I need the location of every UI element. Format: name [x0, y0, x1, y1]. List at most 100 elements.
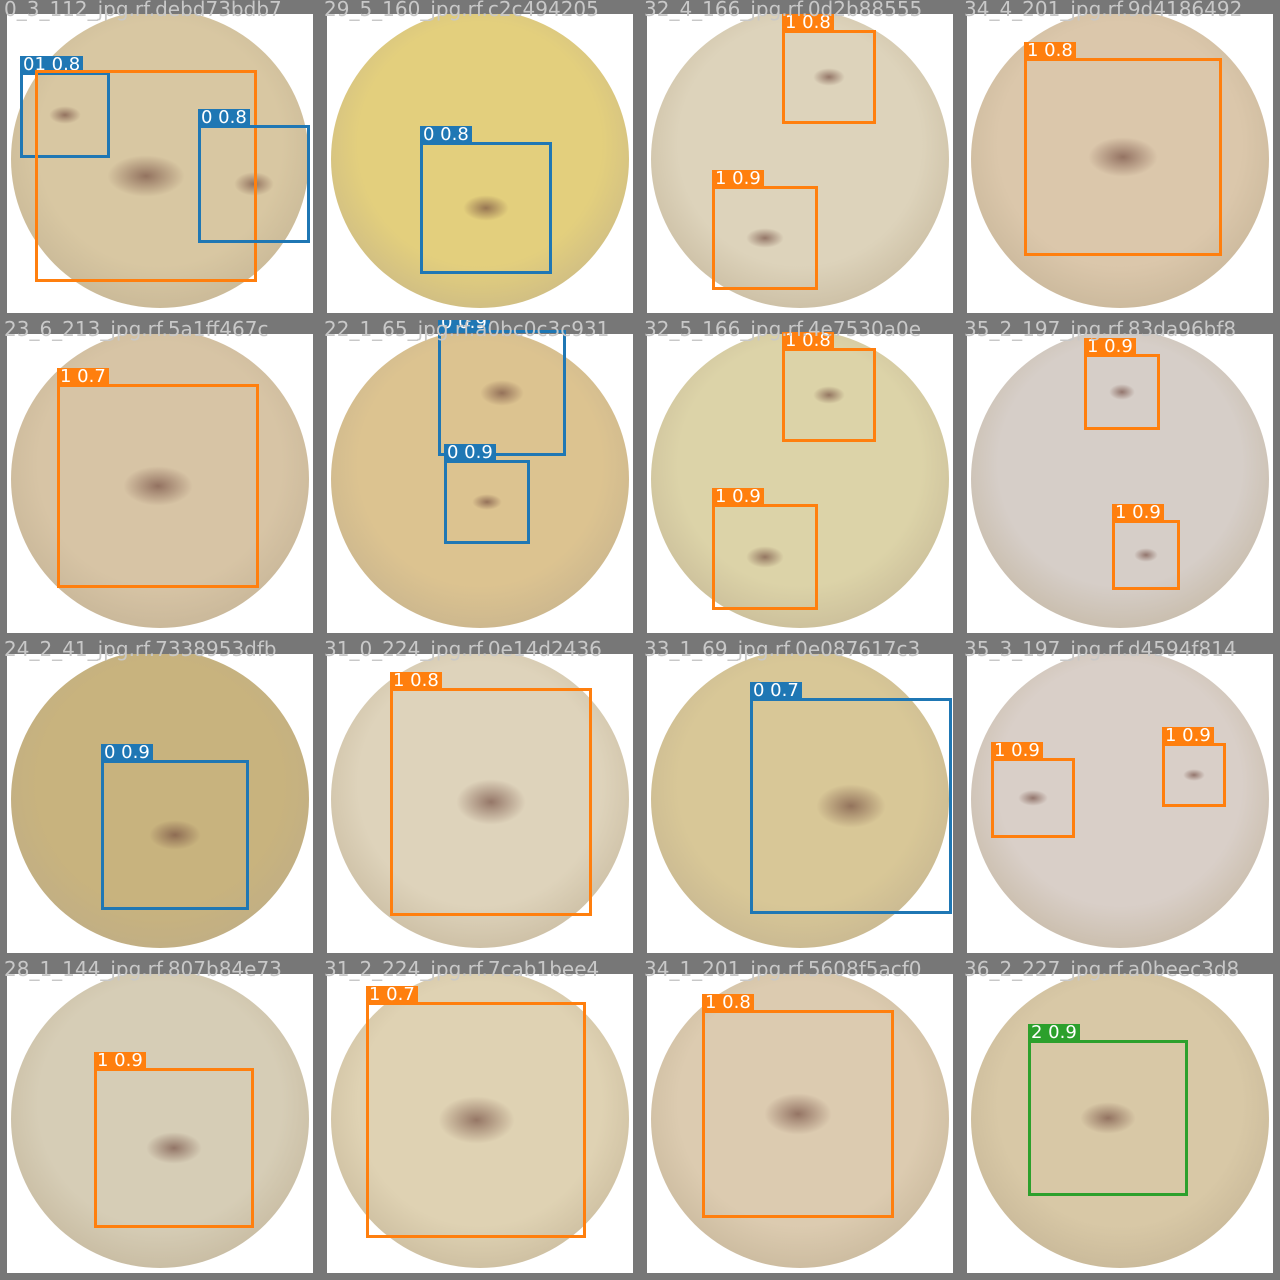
file-name-label: 29_5_160_jpg.rf.c2c494205 [324, 0, 599, 21]
detection-box-class-0[interactable]: 0 0.8 [420, 126, 552, 274]
image-frame [967, 974, 1273, 1273]
file-name-label: 33_1_69_jpg.rf.0e087617c3 [644, 640, 921, 661]
lesion-mark [462, 194, 510, 222]
file-name-label: 24_2_41_jpg.rf.7338953dfb [4, 640, 277, 661]
image-tile: 1 0.9 1 0.9 35_3_197_jpg.rf.d4594f814 [960, 640, 1280, 960]
detection-label: 1 0.9 [991, 742, 1043, 760]
detection-box-class-0[interactable]: 01 0.8 [20, 56, 110, 158]
image-tile: 0 0.7 33_1_69_jpg.rf.0e087617c3 [640, 640, 960, 960]
file-name-label: 36_2_227_jpg.rf.a0beec3d8 [964, 960, 1240, 981]
image-tile: 0 0.8 29_5_160_jpg.rf.c2c494205 [320, 0, 640, 320]
detection-box-class-0[interactable]: 0 0.8 [198, 109, 310, 243]
detection-box-class-1[interactable]: 1 0.9 [94, 1052, 254, 1228]
detection-label: 1 0.8 [782, 14, 834, 32]
image-tile: 01 0.8 0 0.8 0_3_112_jpg.rf.debd73bdb7 [0, 0, 320, 320]
lesion-mark [812, 67, 846, 87]
detection-label: 1 0.8 [1024, 42, 1076, 60]
detection-label: 01 0.8 [20, 56, 84, 74]
image-frame [327, 14, 633, 313]
file-name-label: 31_0_224_jpg.rf.0e14d2436 [324, 640, 602, 661]
lesion-mark [1088, 137, 1158, 177]
detection-box-class-1[interactable]: 1 0.7 [366, 986, 586, 1238]
detection-box-class-1[interactable] [35, 70, 257, 282]
detection-label: 1 0.9 [1084, 338, 1136, 356]
image-tile: 0 0.9 0 0.9 22_1_65_jpg.rf.a0bc0c3c931 [320, 320, 640, 640]
endoscope-view [651, 654, 949, 948]
lesion-mark [764, 1093, 832, 1135]
detection-box-class-0[interactable]: 0 0.9 [438, 320, 566, 456]
image-frame [967, 654, 1273, 953]
image-tile: 2 0.9 36_2_227_jpg.rf.a0beec3d8 [960, 960, 1280, 1280]
detection-box-class-1[interactable]: 1 0.8 [782, 14, 876, 124]
endoscope-view [331, 14, 629, 308]
lesion-mark [1108, 384, 1136, 400]
file-name-label: 35_2_197_jpg.rf.83da96bf8 [964, 320, 1237, 341]
endoscope-view [651, 14, 949, 308]
lesion-mark [149, 820, 201, 850]
lesion-mark [746, 227, 784, 249]
detection-label: 0 0.9 [444, 444, 496, 462]
image-frame [327, 334, 633, 633]
image-tile: 1 0.8 31_0_224_jpg.rf.0e14d2436 [320, 640, 640, 960]
detection-label: 0 0.9 [101, 744, 153, 762]
image-frame [967, 334, 1273, 633]
file-name-label: 23_6_213_jpg.rf.5a1ff467c [4, 320, 269, 341]
endoscope-view [331, 334, 629, 628]
image-tile: 1 0.9 1 0.9 35_2_197_jpg.rf.83da96bf8 [960, 320, 1280, 640]
lesion-mark [1134, 548, 1158, 562]
detection-box-class-1[interactable]: 1 0.9 [1112, 504, 1180, 590]
file-name-label: 34_1_201_jpg.rf.5608f5acf0 [644, 960, 922, 981]
detection-label: 0 0.9 [438, 320, 490, 332]
endoscope-view [11, 974, 309, 1268]
file-name-label: 28_1_144_jpg.rf.807b84e73 [4, 960, 282, 981]
file-name-label: 22_1_65_jpg.rf.a0bc0c3c931 [324, 320, 610, 341]
lesion-mark [746, 546, 784, 568]
lesion-mark [1182, 768, 1206, 782]
detection-box-class-1[interactable]: 1 0.8 [702, 994, 894, 1218]
file-name-label: 0_3_112_jpg.rf.debd73bdb7 [4, 0, 282, 21]
lesion-mark [815, 784, 887, 828]
detection-label: 1 0.8 [390, 672, 442, 690]
endoscope-view [651, 334, 949, 628]
detection-box-class-2[interactable]: 2 0.9 [1028, 1024, 1188, 1196]
lesion-mark [146, 1132, 202, 1164]
detection-box-class-1[interactable]: 1 0.9 [991, 742, 1075, 838]
detection-box-class-1[interactable]: 1 0.9 [712, 170, 818, 290]
lesion-mark [812, 385, 846, 405]
detection-box-class-1[interactable]: 1 0.9 [712, 488, 818, 610]
detection-box-class-1[interactable]: 1 0.9 [1162, 727, 1226, 807]
image-frame [647, 654, 953, 953]
detection-label: 0 0.7 [750, 682, 802, 700]
lesion-mark [49, 106, 81, 124]
detection-box-class-0[interactable]: 0 0.9 [101, 744, 249, 910]
detection-box-class-0[interactable]: 0 0.7 [750, 682, 952, 914]
image-frame [7, 654, 313, 953]
lesion-mark [437, 1096, 515, 1144]
image-tile: 1 0.8 34_1_201_jpg.rf.5608f5acf0 [640, 960, 960, 1280]
image-tile: 1 0.8 1 0.9 32_5_166_jpg.rf.4e7530a0e [640, 320, 960, 640]
detection-box-class-1[interactable]: 1 0.8 [782, 332, 876, 442]
image-frame [647, 14, 953, 313]
detection-label: 1 0.8 [782, 332, 834, 350]
image-frame [327, 974, 633, 1273]
detection-box-class-1[interactable]: 1 0.9 [1084, 338, 1160, 430]
image-frame [647, 334, 953, 633]
detection-label: 2 0.9 [1028, 1024, 1080, 1042]
detection-label: 1 0.9 [712, 488, 764, 506]
image-frame [327, 654, 633, 953]
detection-box-class-1[interactable]: 1 0.8 [1024, 42, 1222, 256]
detection-label: 0 0.8 [420, 126, 472, 144]
image-frame [7, 974, 313, 1273]
lesion-mark [455, 779, 527, 825]
image-tile: 1 0.8 34_4_201_jpg.rf.9d4186492 [960, 0, 1280, 320]
lesion-mark [1018, 790, 1048, 806]
lesion-mark [122, 465, 194, 507]
detection-box-class-1[interactable]: 1 0.7 [57, 368, 259, 588]
image-tile: 1 0.8 1 0.9 32_4_166_jpg.rf.0d2b88555 [640, 0, 960, 320]
file-name-label: 31_2_224_jpg.rf.7cab1bee4 [324, 960, 600, 981]
image-tile: 0 0.9 24_2_41_jpg.rf.7338953dfb [0, 640, 320, 960]
detection-label: 1 0.7 [366, 986, 418, 1004]
detection-label: 0 0.8 [198, 109, 250, 127]
detection-box-class-0[interactable]: 0 0.9 [444, 444, 530, 544]
detection-box-class-1[interactable]: 1 0.8 [390, 672, 592, 916]
